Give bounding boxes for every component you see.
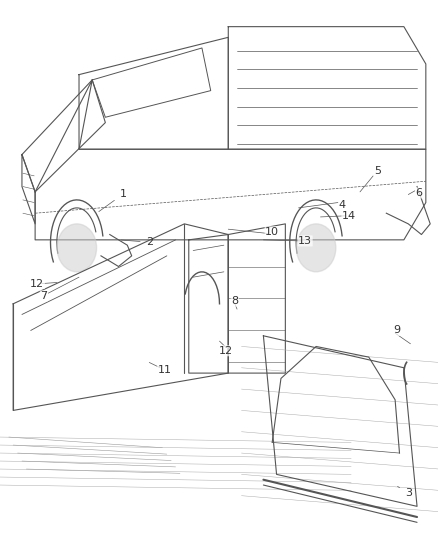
Circle shape xyxy=(57,224,96,272)
Text: 7: 7 xyxy=(40,291,47,301)
Text: 12: 12 xyxy=(219,346,233,356)
Text: 5: 5 xyxy=(373,166,380,175)
Text: 3: 3 xyxy=(396,487,411,498)
Text: 2: 2 xyxy=(121,237,152,247)
Text: 4: 4 xyxy=(338,200,345,210)
Text: 12: 12 xyxy=(30,279,44,288)
Text: 9: 9 xyxy=(393,326,400,335)
Text: 11: 11 xyxy=(157,366,171,375)
Text: 13: 13 xyxy=(297,236,311,246)
Circle shape xyxy=(296,224,335,272)
Text: 1: 1 xyxy=(99,189,126,212)
Text: 8: 8 xyxy=(231,296,238,306)
Text: 14: 14 xyxy=(341,211,355,221)
Text: 10: 10 xyxy=(265,227,279,237)
Text: 6: 6 xyxy=(415,188,422,198)
